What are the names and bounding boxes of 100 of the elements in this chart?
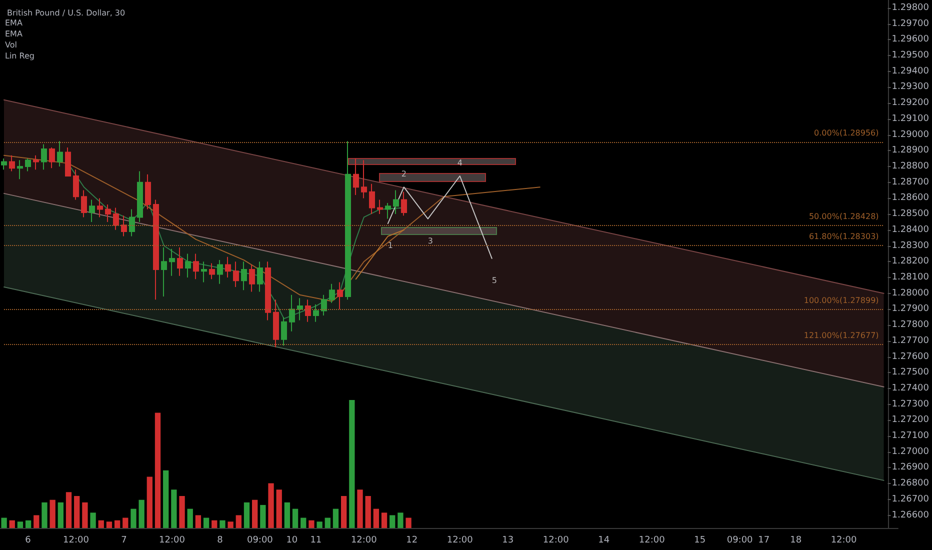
y-tick-label: 1.28700	[892, 177, 930, 188]
ref-line-label: 50.00%(1.28428)	[808, 212, 879, 221]
x-tick-label: 11	[310, 536, 322, 546]
y-tick-label: 1.28800	[892, 161, 930, 172]
x-tick-label: 8	[217, 536, 224, 546]
x-tick-label: 10	[286, 536, 298, 546]
bar	[212, 520, 218, 528]
annotation: 5	[492, 276, 497, 285]
x-tick-label: 12:00	[638, 536, 666, 546]
bar	[316, 522, 322, 528]
annotation: Vol	[5, 40, 17, 50]
ref-line-label: 100.00%(1.27899)	[804, 296, 879, 305]
bar	[381, 512, 388, 528]
bar	[324, 518, 330, 528]
candlestick	[281, 316, 287, 346]
bar	[179, 496, 185, 528]
bar	[66, 492, 72, 528]
bar	[114, 520, 120, 528]
ref-line-label: 121.00%(1.27677)	[804, 331, 879, 340]
y-tick-label: 1.27400	[892, 383, 930, 394]
candlestick	[41, 144, 47, 170]
candlestick	[177, 246, 183, 276]
x-tick-label: 17	[758, 536, 770, 546]
bar	[252, 500, 258, 528]
candlestick	[105, 204, 111, 222]
x-tick-label: 12:00	[350, 536, 378, 546]
bar	[171, 490, 177, 528]
candlestick	[305, 299, 311, 322]
bar	[228, 522, 234, 528]
bar	[122, 518, 128, 528]
x-tick-label: 12:00	[446, 536, 474, 546]
annotation: 3	[428, 236, 433, 246]
y-tick-label: 1.26700	[892, 494, 930, 504]
candlestick	[225, 256, 231, 278]
text: British Pound / U.S. Dollar, 30	[7, 8, 126, 18]
annotation: 1	[388, 241, 393, 250]
bar	[187, 508, 193, 528]
candlestick	[73, 169, 79, 200]
ref-line-label: 0.00%(1.28956)	[814, 128, 879, 138]
annotation: EMA	[5, 30, 23, 38]
bar	[300, 518, 306, 528]
y-tick-label: 1.28000	[892, 288, 930, 298]
candlestick	[321, 294, 327, 316]
candlestick	[169, 248, 175, 276]
bar	[365, 496, 371, 528]
candlestick	[49, 146, 55, 169]
candlestick	[377, 199, 383, 215]
candlestick	[193, 253, 199, 280]
bar	[9, 520, 15, 528]
candlestick	[9, 154, 15, 172]
candlestick	[249, 264, 255, 292]
candlestick	[289, 294, 295, 332]
y-tick-label: 1.28600	[892, 193, 930, 204]
candlestick	[345, 140, 351, 300]
y-tick-label: 1.27300	[892, 399, 930, 410]
bar	[284, 502, 290, 528]
bar	[50, 500, 56, 528]
y-tick-label: 1.29200	[892, 98, 930, 108]
bar	[154, 412, 161, 528]
bar	[90, 512, 96, 528]
ref-line-label: 61.80%(1.28303)	[808, 232, 879, 241]
bar	[58, 502, 64, 528]
x-tick-label: 12:00	[158, 536, 186, 546]
x-tick-label: 14	[598, 536, 610, 546]
annotation: Lin Reg	[5, 52, 34, 60]
bar	[42, 502, 48, 528]
bar	[236, 515, 242, 528]
candlestick	[201, 261, 207, 283]
y-tick-label: 1.27700	[892, 336, 930, 346]
candlestick	[81, 190, 87, 218]
bar	[260, 504, 266, 528]
bar	[292, 508, 298, 528]
y-tick-label: 1.28300	[892, 240, 930, 251]
candlestick	[313, 304, 319, 322]
bar	[25, 520, 32, 528]
bar	[276, 490, 282, 528]
candlestick	[97, 198, 103, 218]
candlestick	[161, 246, 167, 298]
bar	[146, 476, 152, 528]
candlestick	[33, 154, 39, 170]
bar	[390, 515, 396, 528]
y-tick-label: 1.29400	[892, 66, 930, 76]
bar	[130, 508, 136, 528]
x-tick-label: 09:00	[726, 536, 754, 546]
bar	[195, 515, 202, 528]
bar	[163, 470, 169, 528]
y-tick-label: 1.26900	[892, 462, 930, 473]
y-tick-label: 1.28500	[892, 209, 930, 220]
candlestick	[65, 146, 71, 176]
candlestick	[209, 262, 215, 280]
y-tick-label: 1.29700	[892, 18, 930, 29]
bar	[98, 520, 104, 528]
y-tick-label: 1.26800	[892, 478, 930, 489]
bar	[203, 518, 210, 528]
candlestick	[241, 261, 247, 291]
candlestick	[329, 283, 335, 304]
x-tick-label: 12:00	[63, 536, 90, 546]
x-tick-label: 12	[406, 536, 418, 546]
x-tick-label: 6	[25, 536, 32, 546]
bar	[74, 496, 80, 528]
